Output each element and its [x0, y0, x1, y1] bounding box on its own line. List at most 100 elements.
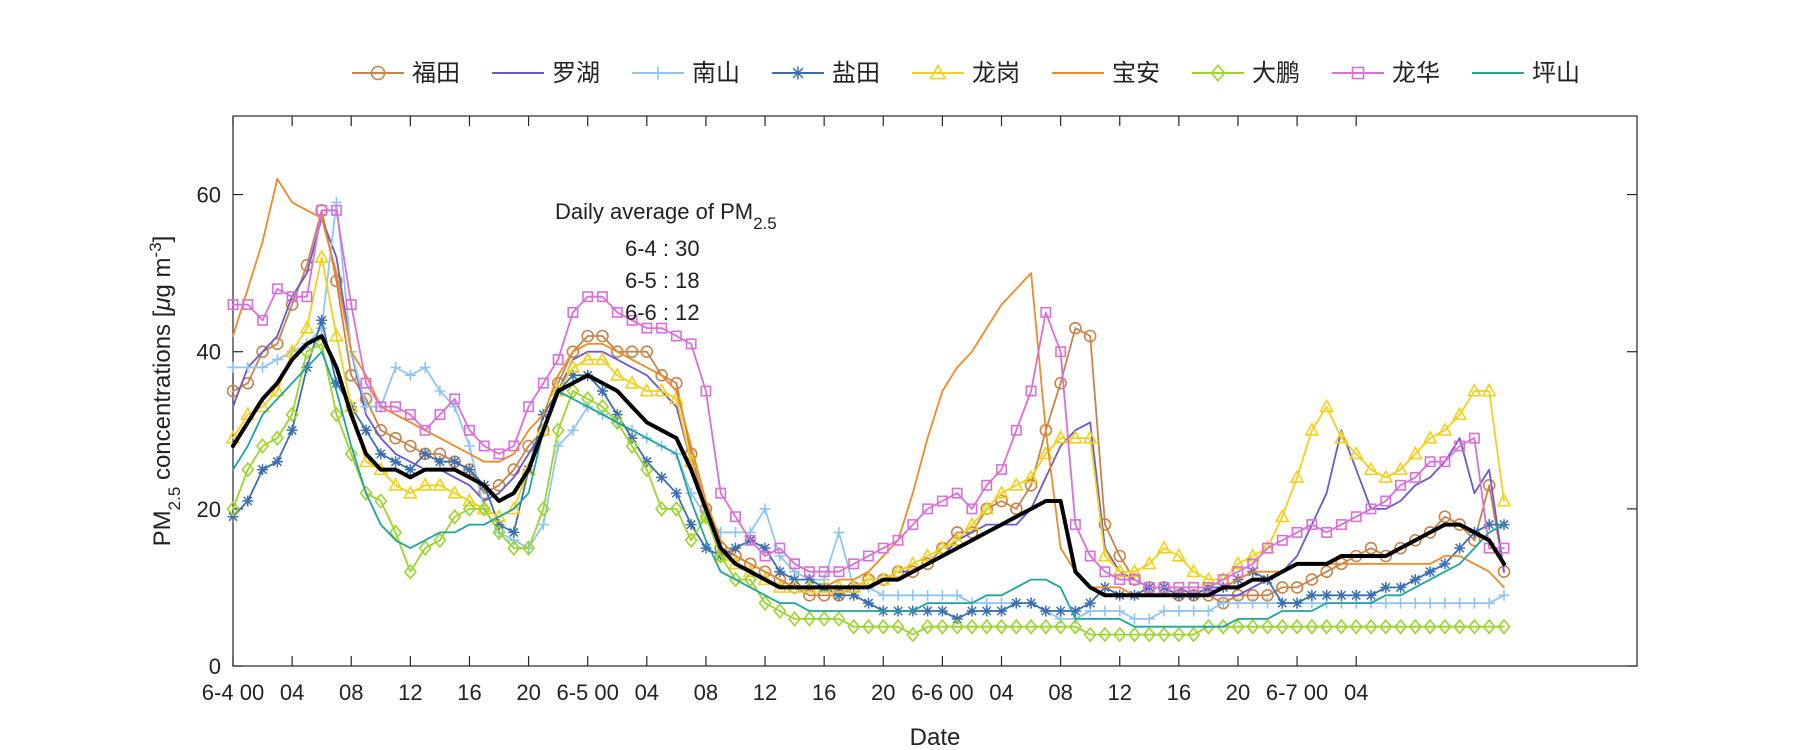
data-point	[656, 322, 668, 334]
data-point	[1067, 430, 1083, 444]
data-point	[1173, 581, 1185, 593]
data-point	[523, 401, 535, 413]
data-point	[626, 432, 638, 444]
data-point	[358, 453, 374, 468]
data-point	[1395, 581, 1407, 593]
data-point	[1040, 605, 1052, 617]
data-point	[1082, 430, 1098, 444]
data-point	[537, 377, 549, 389]
data-point	[330, 377, 342, 389]
data-point	[375, 401, 387, 413]
data-point	[1423, 526, 1437, 539]
data-point	[965, 618, 979, 635]
data-point	[1454, 597, 1466, 609]
data-point	[1409, 597, 1421, 609]
data-point	[462, 501, 477, 517]
data-point	[1276, 581, 1289, 594]
data-point	[773, 603, 787, 619]
data-point	[1350, 589, 1362, 601]
data-point	[1055, 346, 1067, 358]
data-point	[1068, 618, 1082, 635]
data-point	[759, 550, 771, 562]
data-point	[1024, 618, 1038, 635]
data-point	[227, 299, 239, 311]
data-point	[759, 503, 771, 515]
data-point	[582, 291, 594, 303]
data-point	[1321, 526, 1333, 538]
data-point	[907, 519, 919, 531]
data-point	[921, 618, 935, 635]
data-point	[981, 479, 993, 491]
data-point	[848, 589, 860, 601]
data-point	[641, 456, 653, 468]
data-point	[1482, 618, 1496, 635]
data-point	[729, 526, 741, 538]
data-point	[1069, 605, 1081, 617]
data-point	[774, 566, 786, 578]
data-point	[833, 526, 845, 538]
data-point	[1364, 541, 1378, 555]
data-point	[1452, 406, 1468, 421]
data-point	[434, 409, 446, 421]
x-tick-label: 04	[989, 680, 1013, 705]
data-point	[551, 422, 565, 439]
data-point	[596, 291, 608, 303]
data-point	[419, 424, 431, 436]
data-point	[1321, 589, 1333, 601]
data-point	[1188, 581, 1200, 593]
data-point	[609, 367, 625, 381]
data-point	[1439, 558, 1451, 570]
series-坪山	[232, 350, 1505, 628]
data-point	[256, 345, 269, 359]
data-point	[1158, 581, 1170, 593]
data-point	[832, 611, 846, 627]
legend-label: 龙岗	[972, 60, 1020, 87]
data-point	[729, 542, 741, 554]
data-point	[788, 611, 802, 627]
data-point	[1498, 542, 1510, 554]
x-tick-label: 04	[280, 680, 304, 705]
data-point	[758, 595, 772, 611]
data-point	[950, 618, 964, 635]
data-point	[448, 508, 462, 525]
data-point	[847, 618, 861, 635]
data-point	[477, 501, 491, 517]
data-point	[314, 249, 330, 263]
data-point	[1424, 566, 1436, 578]
legend-label: 南山	[692, 60, 740, 87]
data-point	[1393, 618, 1408, 635]
data-point	[567, 369, 579, 381]
data-point	[1348, 445, 1364, 460]
data-point	[994, 618, 1009, 635]
data-point	[1098, 626, 1112, 643]
data-point	[803, 566, 815, 578]
data-point	[700, 385, 712, 397]
data-point	[1127, 626, 1142, 643]
data-point	[329, 406, 343, 423]
data-point	[1054, 618, 1068, 635]
data-point	[715, 487, 727, 499]
x-tick-label: 12	[1107, 680, 1131, 705]
data-point	[463, 464, 475, 476]
data-point	[922, 589, 934, 601]
data-point	[271, 354, 283, 366]
data-point	[670, 376, 683, 390]
data-point	[1083, 329, 1097, 343]
data-point	[891, 618, 905, 635]
data-point	[1365, 589, 1377, 601]
annotation: Daily average of PM2.5 6-4 : 30 6-5 : 18…	[555, 199, 777, 325]
data-point	[360, 401, 372, 413]
data-point	[404, 369, 416, 381]
legend-label: 大鹏	[1252, 60, 1300, 87]
data-point	[1114, 574, 1126, 586]
data-point	[996, 464, 1007, 476]
data-point	[949, 532, 965, 546]
data-point	[404, 409, 416, 421]
legend-marker	[651, 66, 665, 80]
data-point	[242, 361, 254, 373]
data-point	[1009, 502, 1023, 516]
data-point	[861, 571, 876, 586]
data-point	[1232, 566, 1244, 578]
data-point	[1186, 563, 1202, 578]
